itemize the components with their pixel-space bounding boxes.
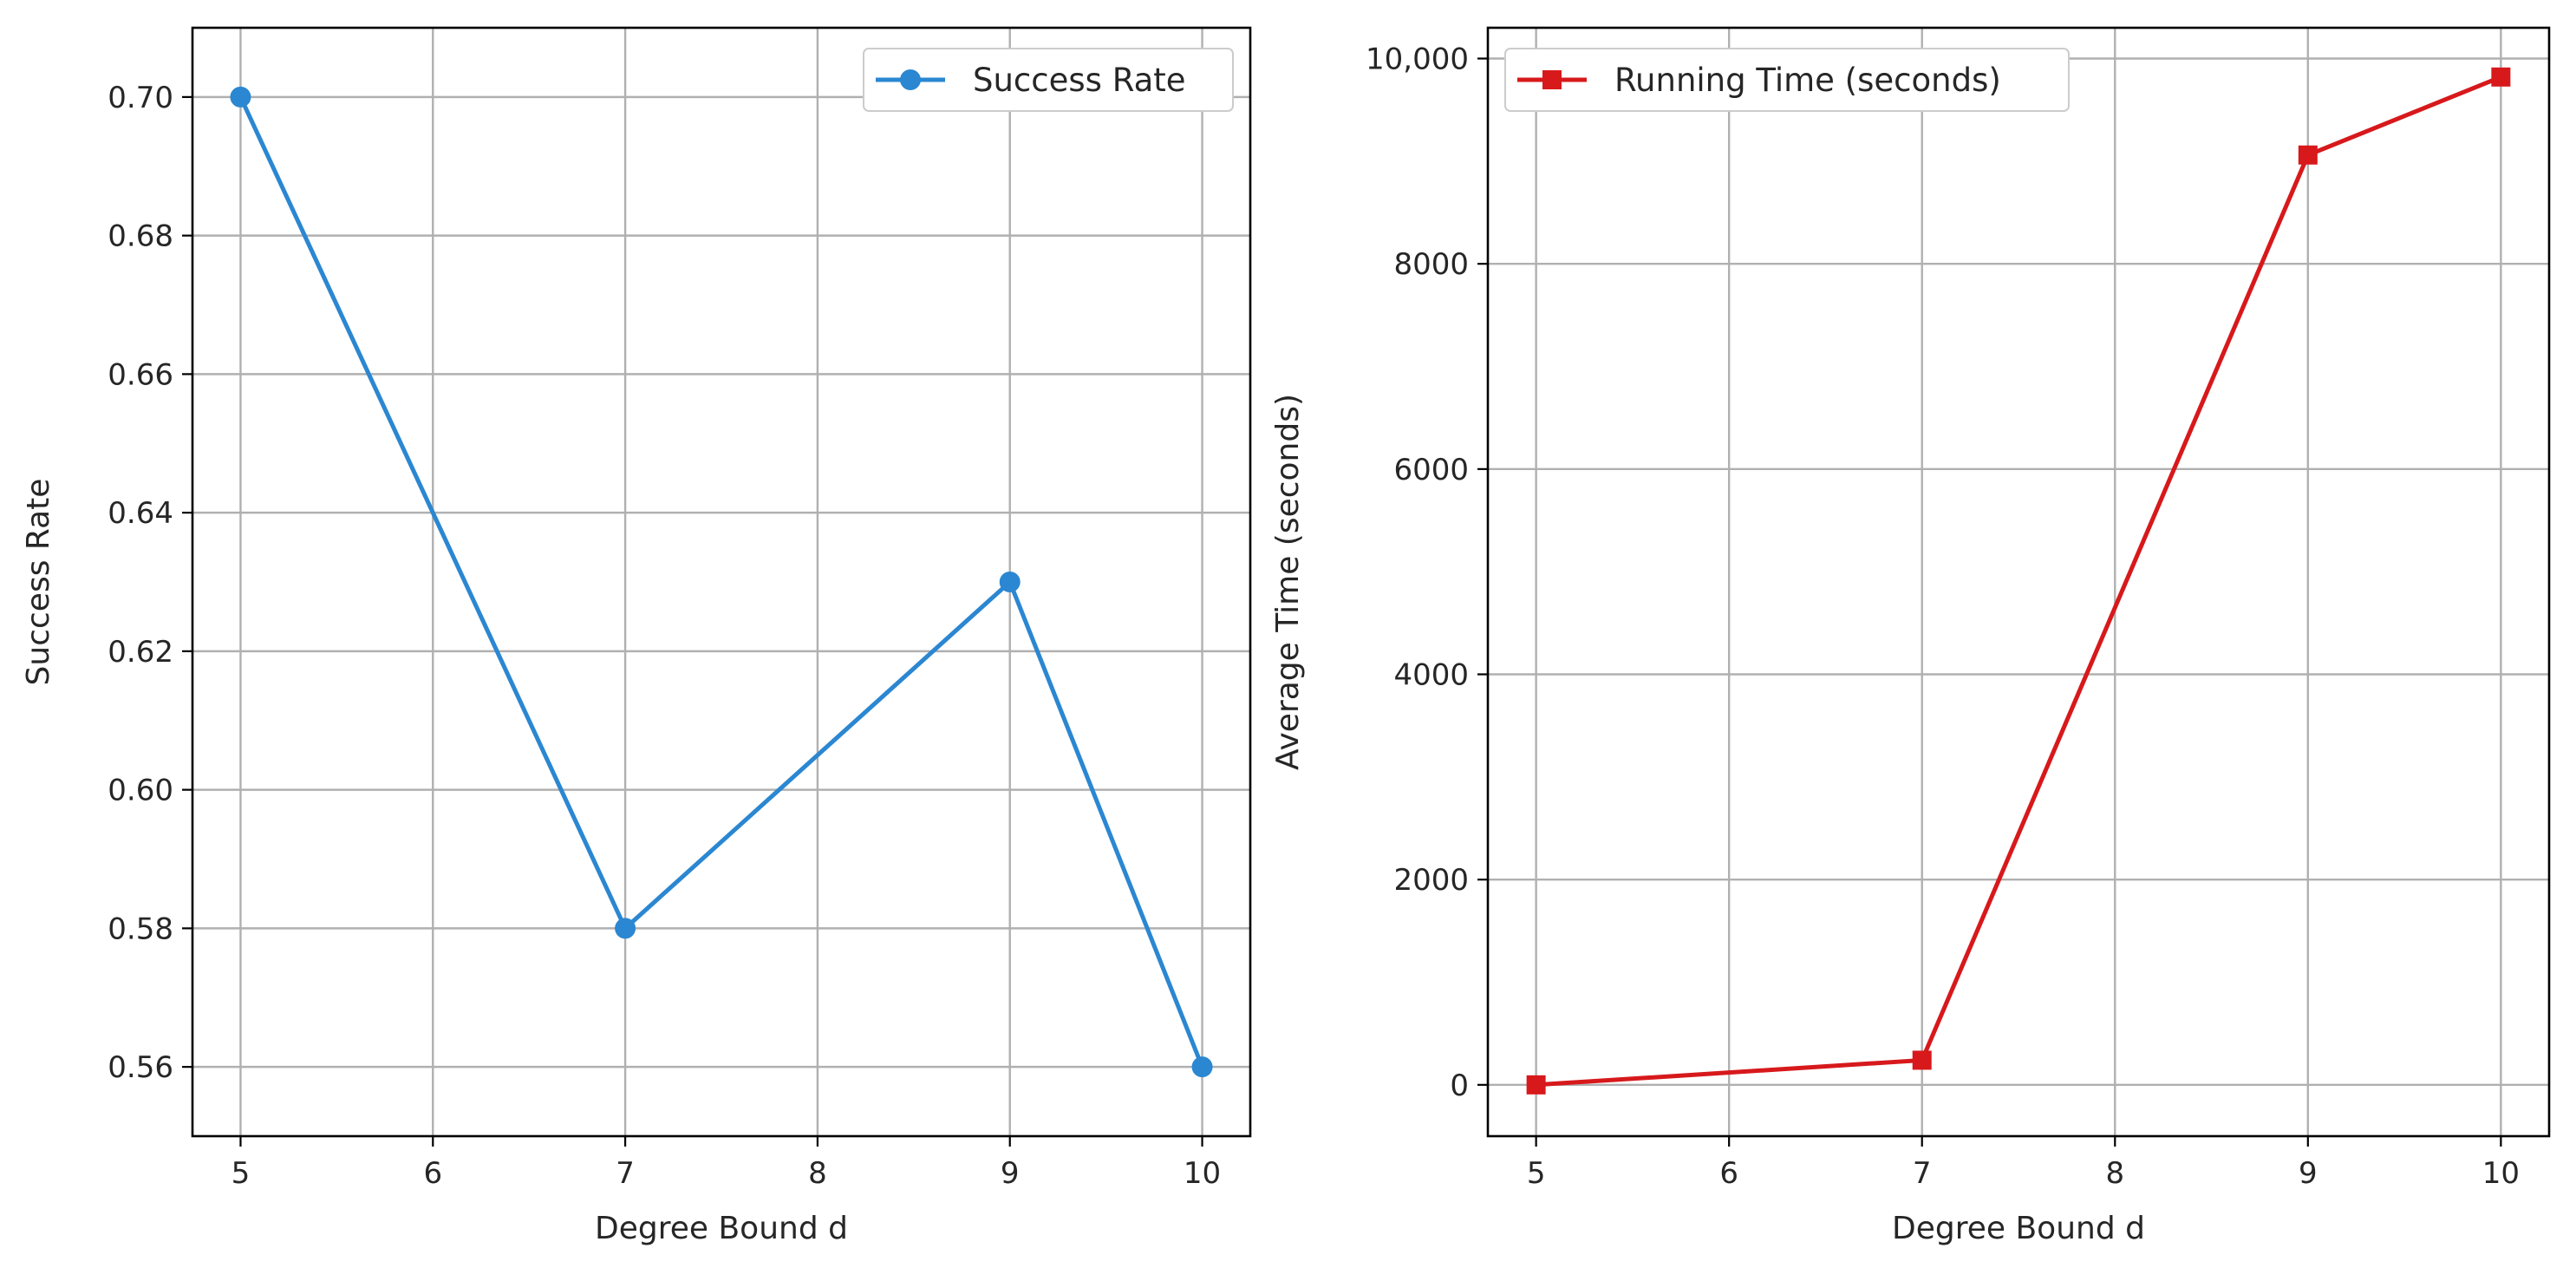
x-axis-label: Degree Bound d bbox=[1892, 1211, 2145, 1246]
chart-1: 5 6 7 8 9 10 0.56 0.58 0.60 0.62 0.64 0.66 0.68 0.70 D… bbox=[21, 26, 1252, 1246]
data-point bbox=[1912, 1050, 1932, 1070]
y-tick-label: 0.60 bbox=[108, 774, 173, 808]
data-point bbox=[230, 86, 251, 108]
y-tick-label: 0.62 bbox=[108, 635, 173, 670]
x-tick-label: 7 bbox=[1913, 1156, 1932, 1191]
y-tick-label: 0.56 bbox=[108, 1050, 173, 1085]
y-tick-label: 0 bbox=[1450, 1069, 1469, 1103]
data-point bbox=[2491, 67, 2511, 87]
y-tick-label: 0.64 bbox=[108, 496, 173, 531]
x-tick-label: 10 bbox=[1184, 1156, 1221, 1191]
plot-frame bbox=[191, 26, 1252, 1138]
series-line bbox=[238, 95, 1204, 1069]
legend: Running Time (seconds) bbox=[1504, 48, 2070, 112]
legend-marker bbox=[900, 69, 921, 90]
plot-frame bbox=[1486, 26, 2551, 1138]
chart-2: 5 6 7 8 9 10 0 2000 4000 6000 8000 10,000 Degree Bou… bbox=[1270, 26, 2551, 1246]
y-axis-label: Average Time (seconds) bbox=[1270, 394, 1306, 770]
data-point bbox=[2298, 145, 2318, 165]
y-tick-label: 4000 bbox=[1393, 658, 1469, 693]
y-tick-label: 2000 bbox=[1393, 863, 1469, 898]
x-tick-label: 9 bbox=[2299, 1156, 2318, 1191]
legend-label: Running Time (seconds) bbox=[1614, 62, 2001, 99]
x-tick-label: 5 bbox=[1527, 1156, 1546, 1191]
y-tick-label: 6000 bbox=[1393, 453, 1469, 487]
x-tick-label: 6 bbox=[1719, 1156, 1738, 1191]
x-tick-label: 8 bbox=[2105, 1156, 2124, 1191]
legend-label: Success Rate bbox=[973, 62, 1186, 99]
y-tick-label: 8000 bbox=[1393, 247, 1469, 282]
x-tick-label: 7 bbox=[616, 1156, 635, 1191]
y-tick-label: 0.70 bbox=[108, 81, 173, 115]
data-point bbox=[1526, 1075, 1546, 1095]
y-tick-label: 10,000 bbox=[1366, 42, 1469, 77]
x-axis-label: Degree Bound d bbox=[595, 1211, 848, 1246]
y-tick-label: 0.68 bbox=[108, 219, 173, 254]
y-tick-label: 0.58 bbox=[108, 912, 173, 946]
data-point bbox=[615, 918, 636, 939]
data-point bbox=[1191, 1056, 1213, 1078]
legend: Success Rate bbox=[863, 48, 1234, 112]
series-line bbox=[1536, 75, 2502, 1088]
legend-box bbox=[863, 48, 1234, 112]
y-tick-label: 0.66 bbox=[108, 357, 173, 392]
x-tick-label: 5 bbox=[232, 1156, 251, 1191]
x-tick-label: 10 bbox=[2482, 1156, 2520, 1191]
x-tick-label: 9 bbox=[1001, 1156, 1020, 1191]
legend-box bbox=[1504, 48, 2070, 112]
x-tick-label: 6 bbox=[423, 1156, 442, 1191]
data-point bbox=[999, 572, 1021, 592]
legend-marker bbox=[1542, 70, 1562, 89]
x-tick-label: 8 bbox=[808, 1156, 827, 1191]
y-axis-label: Success Rate bbox=[21, 479, 56, 686]
